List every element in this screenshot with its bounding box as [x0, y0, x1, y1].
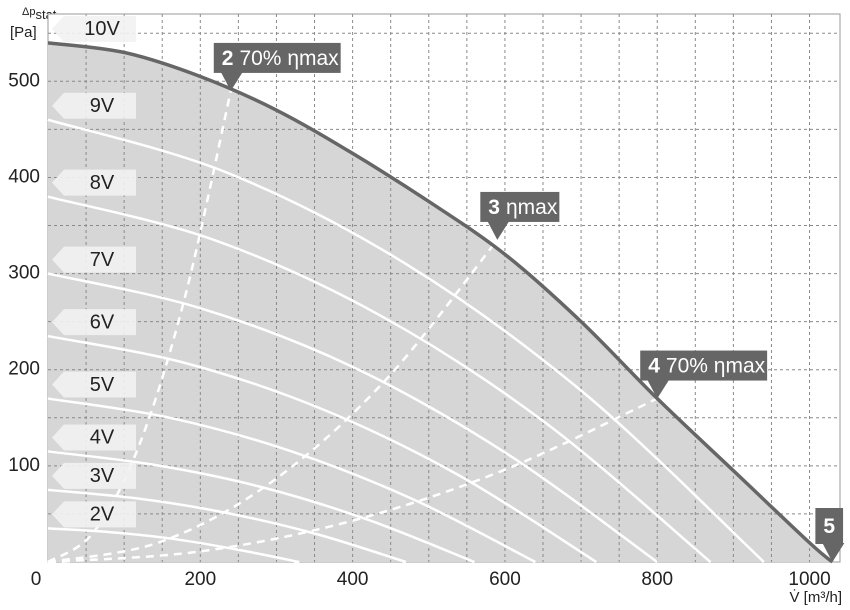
x-axis-label: V̇ [m³/h] [789, 589, 842, 606]
annotation: 4 70% ηmax [640, 350, 768, 399]
annotation-pointer [647, 379, 670, 399]
curve-label: 4V [52, 424, 136, 451]
curve-label-text: 6V [90, 311, 115, 333]
y-tick-label: 100 [8, 455, 40, 476]
curve-label-text: 7V [90, 249, 115, 271]
annotation-pointer [220, 71, 243, 91]
annotation-label: 70% ηmax [239, 46, 339, 69]
curve-label-tag [52, 424, 136, 451]
x-tick-label: 0 [31, 569, 42, 590]
annotation-label: 70% ηmax [666, 354, 766, 377]
curve-label-text: 9V [90, 95, 115, 117]
fan-curve [47, 195, 712, 563]
curve-label: 2V [52, 501, 136, 528]
annotation-text: 2 70% ηmax [222, 46, 339, 69]
x-tick-label: 1000 [788, 569, 830, 590]
curve-label: 10V [52, 15, 136, 42]
annotation: 3 ηmax [480, 191, 560, 240]
curve-label: 9V [52, 92, 136, 119]
y-axis-symbol: Δp [22, 6, 35, 18]
curve-label-tag [52, 92, 136, 119]
y-tick-label: 300 [8, 263, 40, 284]
annotation-pointer [487, 220, 510, 240]
y-tick-label: 200 [8, 359, 40, 380]
operating-area [48, 42, 833, 563]
fan-curve [47, 334, 597, 564]
curve-label-tag [52, 169, 136, 196]
x-tick-label: 400 [337, 569, 369, 590]
y-tick-label: 400 [8, 166, 40, 187]
x-tick-label: 200 [184, 569, 216, 590]
curve-label: 3V [52, 462, 136, 489]
annotation-text: 3 ηmax [488, 195, 558, 218]
fan-curve [47, 527, 300, 564]
curve-label-text: 5V [90, 374, 115, 396]
fan-curve [47, 118, 765, 563]
x-tick-label: 800 [641, 569, 673, 590]
y-axis-unit: [Pa] [10, 24, 37, 41]
annotation-box [213, 42, 341, 73]
curve-label-text: 3V [90, 465, 115, 487]
curve-label: 7V [52, 246, 136, 273]
fan-curve [47, 488, 407, 564]
fan-curve [47, 397, 536, 564]
annotation-number: 2 [222, 46, 234, 69]
annotation-box [480, 191, 560, 222]
curve-label-tag [52, 309, 136, 336]
fan-curve [47, 41, 834, 564]
curve-label-tag [52, 462, 136, 489]
annotation-box [640, 350, 768, 381]
fan-curve [47, 272, 658, 564]
annotation-text: 5 [823, 515, 835, 538]
x-tick-label: 600 [489, 569, 521, 590]
annotation-number: 3 [488, 195, 500, 218]
efficiency-line [47, 239, 499, 564]
annotation: 2 70% ηmax [213, 42, 341, 91]
annotation-box [815, 508, 844, 544]
y-tick-label: 500 [8, 70, 40, 91]
annotation: 5 [815, 508, 845, 562]
curve-label: 6V [52, 309, 136, 336]
curve-label-tag [52, 15, 136, 42]
annotation-number: 4 [648, 354, 660, 377]
curve-label-tag [52, 246, 136, 273]
curve-label: 5V [52, 371, 136, 398]
annotation-text: 4 70% ηmax [648, 354, 765, 377]
curve-label-text: 2V [90, 504, 115, 526]
curve-label-text: 8V [90, 172, 115, 194]
curve-label-tag [52, 371, 136, 398]
annotation-number: 5 [823, 515, 835, 538]
curve-label-text: 10V [84, 18, 120, 40]
annotation-label: ηmax [506, 195, 558, 218]
curve-label: 8V [52, 169, 136, 196]
curve-label-tag [52, 501, 136, 528]
efficiency-line [47, 397, 658, 564]
fan-curve [47, 450, 475, 564]
curve-label-text: 4V [90, 427, 115, 449]
annotation-pointer [822, 543, 845, 562]
